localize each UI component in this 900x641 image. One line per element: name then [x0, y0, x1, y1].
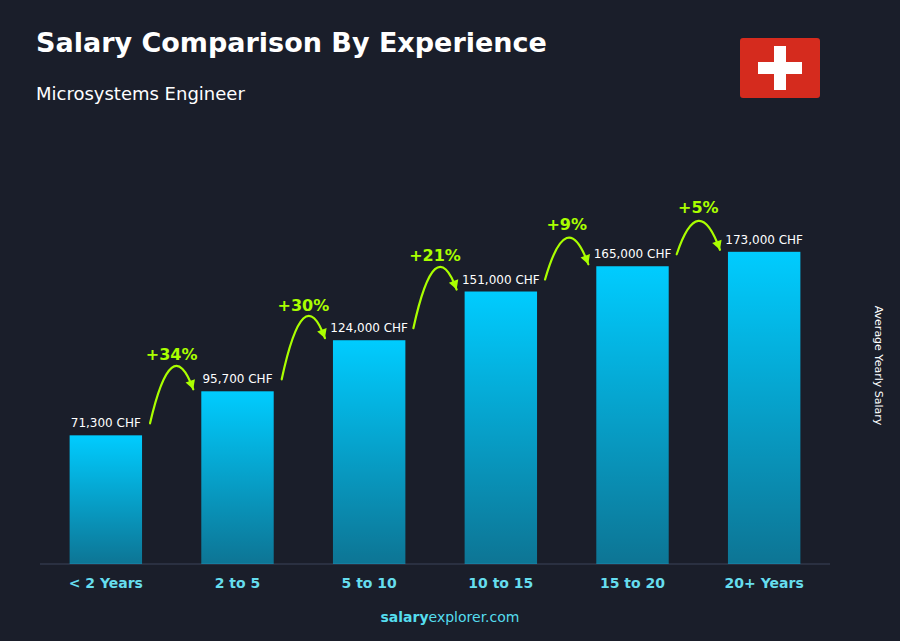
- bar: [465, 292, 537, 564]
- arrow-head: [581, 254, 590, 264]
- bar: [70, 435, 142, 564]
- chart: Salary Comparison By Experience Microsyst…: [0, 0, 900, 641]
- data-label: 124,000 CHF: [330, 321, 408, 335]
- arrow-head: [712, 240, 721, 250]
- data-label: 165,000 CHF: [594, 247, 672, 261]
- data-label: 151,000 CHF: [462, 273, 540, 287]
- subtitle: Microsystems Engineer: [36, 83, 245, 104]
- bar: [333, 340, 405, 564]
- x-tick-label: 2 to 5: [215, 575, 261, 591]
- annotation: +34%: [146, 345, 198, 364]
- arc-arrow: [150, 366, 193, 423]
- x-tick-label: 15 to 20: [600, 575, 665, 591]
- data-label: 173,000 CHF: [725, 233, 803, 247]
- background: [0, 0, 900, 641]
- annotation: +9%: [546, 215, 587, 234]
- bar: [728, 252, 800, 564]
- flag: [740, 38, 820, 98]
- watermark-part: salary: [381, 609, 429, 625]
- bar: [596, 266, 668, 564]
- annotation: +5%: [678, 198, 719, 217]
- bar: [201, 391, 273, 564]
- arc-arrow: [413, 267, 456, 328]
- title: Salary Comparison By Experience: [36, 27, 547, 58]
- flag-cross: [758, 62, 802, 74]
- watermark-part: explorer.com: [429, 609, 520, 625]
- x-tick-label: 10 to 15: [468, 575, 533, 591]
- annotation: +30%: [277, 296, 329, 315]
- baseline: [40, 564, 830, 565]
- flag-field: [740, 38, 820, 98]
- bars: [70, 252, 801, 564]
- x-tick-label: 20+ Years: [725, 575, 804, 591]
- arc-arrow: [677, 221, 720, 254]
- arrow-head: [186, 379, 195, 389]
- watermark: salaryexplorer.com: [381, 609, 520, 625]
- arrow-head: [317, 328, 326, 338]
- data-label: 71,300 CHF: [71, 416, 141, 430]
- arrow-head: [449, 279, 458, 289]
- annotation: +21%: [409, 246, 461, 265]
- x-tick-label: < 2 Years: [69, 575, 143, 591]
- x-tick-label: 5 to 10: [342, 575, 398, 591]
- data-label: 95,700 CHF: [202, 372, 272, 386]
- arc-arrow: [282, 316, 325, 379]
- y-axis-label: Average Yearly Salary: [872, 306, 885, 426]
